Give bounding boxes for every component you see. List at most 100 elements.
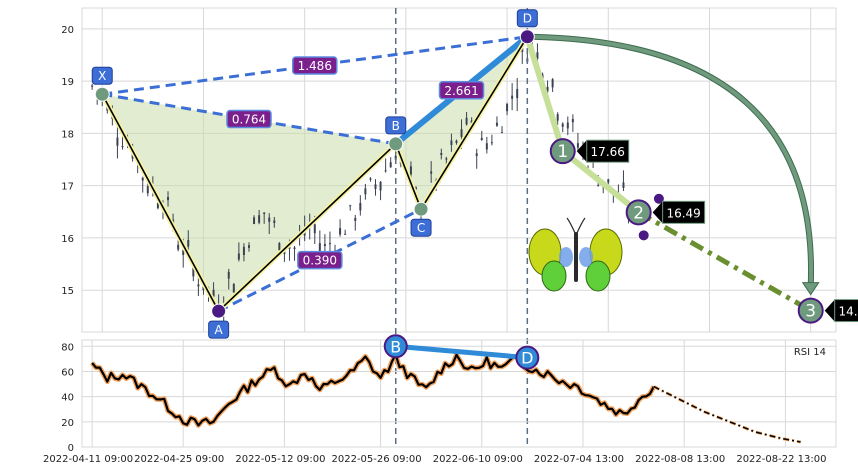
candle-body — [91, 85, 94, 87]
candle-body — [339, 228, 342, 235]
ratio-label-text: 2.661 — [444, 84, 478, 98]
rsi-tick-label: 80 — [61, 342, 74, 353]
price-panel: 1.486 0.764 2.661 0.390 X A B C D 1 17.66 2 16.49 3 14… — [61, 7, 858, 447]
price-axis: 15 16 17 18 19 20 — [61, 25, 74, 297]
price-tick-label: 17 — [61, 182, 74, 193]
pattern-leg — [394, 143, 422, 210]
price-tick-label: 15 — [61, 286, 74, 297]
candle-body — [450, 140, 453, 145]
rsi-divergence-circle-d — [515, 345, 540, 370]
candle-body — [384, 170, 387, 172]
candle-body — [622, 182, 625, 188]
pivot-box-c — [410, 218, 432, 237]
candle-body — [571, 119, 574, 123]
candle-body — [465, 117, 468, 125]
candle-body — [167, 196, 170, 201]
candle-body — [237, 253, 240, 260]
candle-body — [197, 284, 200, 287]
candle-body — [480, 137, 483, 141]
pattern-triangle-xab — [102, 94, 396, 312]
candle-body — [551, 79, 554, 88]
candle-body — [511, 95, 514, 99]
target-circle-2 — [625, 199, 652, 226]
rsi-lines — [90, 352, 801, 444]
candle-body — [187, 239, 190, 247]
x-tick-label: 2022-05-26 09:00 — [332, 454, 422, 465]
candle-body — [430, 171, 433, 174]
price-plot-frame — [81, 7, 837, 333]
rsi-divergence-circle-b — [383, 334, 408, 359]
candle-body — [146, 186, 149, 194]
candle-body — [460, 129, 463, 137]
candle-body — [258, 215, 261, 223]
target-path-2 — [559, 148, 642, 216]
candle-body — [116, 137, 119, 146]
ratio-label-box — [292, 56, 338, 75]
rsi-tick-label: 20 — [61, 418, 74, 429]
target-value-2: 16.49 — [666, 206, 700, 220]
butterfly-logo — [528, 217, 623, 292]
rsi-grid — [81, 339, 837, 448]
pivot-box-a — [208, 320, 230, 339]
candle-body — [328, 243, 331, 245]
rsi-overlay: BD — [383, 334, 540, 370]
candle-body — [232, 284, 235, 293]
candle-body — [121, 146, 124, 148]
pivot-label-x: X — [98, 69, 106, 83]
candle-body — [506, 103, 509, 112]
forecast-arrow — [529, 34, 813, 289]
pivot-box-b — [385, 116, 407, 135]
candle-body — [293, 247, 296, 250]
butterfly-antennae — [566, 217, 586, 234]
ratio-label-box — [438, 81, 485, 100]
candle-body — [490, 142, 493, 144]
butterfly-spot-left — [559, 247, 573, 267]
candle-body — [253, 217, 256, 225]
candle-body — [212, 289, 215, 297]
x-tick-label: 2022-04-25 09:00 — [134, 454, 224, 465]
target-number-1: 1 — [557, 142, 568, 162]
price-tick-label: 20 — [61, 25, 74, 36]
candle-body — [409, 166, 412, 175]
candle-body — [273, 220, 276, 223]
candle-body — [546, 86, 549, 92]
candle-body — [607, 179, 610, 183]
candle-body — [349, 205, 352, 207]
candle-body — [227, 271, 230, 279]
x-tick-label: 2022-07-04 13:00 — [534, 454, 624, 465]
ratio-label-box — [226, 109, 272, 129]
rsi-tick-label: 0 — [68, 443, 74, 454]
candle-body — [536, 52, 539, 59]
x-tick-label: 2022-05-12 09:00 — [235, 454, 325, 465]
candle-body — [156, 203, 159, 209]
target-pointer-3 — [824, 299, 835, 322]
x-tick-label: 2022-08-08 13:00 — [635, 454, 725, 465]
candle-body — [323, 244, 326, 246]
candle-body — [313, 224, 316, 234]
target-value-box-1 — [586, 139, 630, 163]
x-tick-label: 2022-06-10 09:00 — [433, 454, 523, 465]
rsi-divergence-label-b: B — [390, 337, 401, 356]
target-circle-3 — [797, 297, 824, 324]
candle-body — [359, 202, 362, 211]
pivot-dot-a — [211, 303, 227, 319]
candle-body — [379, 181, 382, 191]
pattern-leg — [420, 35, 529, 210]
butterfly-wing-right-lower — [585, 260, 611, 292]
pivot-label-a: A — [215, 323, 224, 337]
target-value-box-3 — [834, 299, 858, 323]
candle-body — [369, 178, 372, 180]
candle-body — [288, 246, 291, 249]
candle-body — [566, 122, 569, 129]
candle-body — [576, 143, 579, 148]
candle-body — [414, 187, 417, 190]
pivot-dot-b — [388, 136, 404, 152]
candle-body — [455, 140, 458, 143]
extra-marker-dot — [652, 192, 665, 205]
pivot-dot-x — [94, 86, 110, 102]
candle-body — [278, 243, 281, 251]
rsi-divergence-line — [395, 343, 528, 361]
target-value-1: 17.66 — [591, 145, 625, 159]
x-tick-label: 2022-08-22 13:00 — [736, 454, 826, 465]
